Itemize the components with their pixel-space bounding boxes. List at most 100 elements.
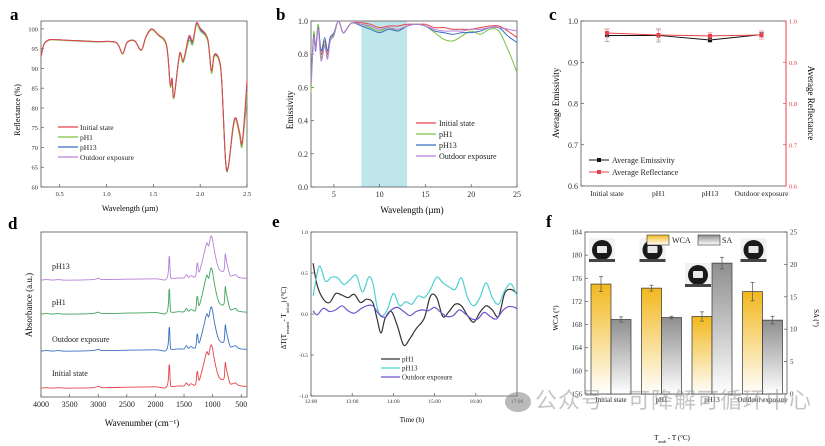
panel-d: d 4000 3500 3000 2500 2000 1500 1000 500 Initial… xyxy=(8,214,248,428)
x-axis-title-a: Wavelength (µm) xyxy=(102,204,159,213)
x-tick-label: 1500 xyxy=(176,400,192,409)
spectrum-label: pH13 xyxy=(52,262,70,271)
y-tick-label: 1.0 xyxy=(298,17,308,26)
y-tick-label: 1.0 xyxy=(568,17,578,26)
svg-text:ΔT(Ttreated- Tinitial) (°C): ΔT(Ttreated- Tinitial) (°C) xyxy=(280,286,290,349)
spectrum-label: Initial state xyxy=(52,369,88,378)
x-axis-title-b: Wavelength (µm) xyxy=(380,205,443,215)
series-line xyxy=(40,23,248,172)
plot-frame xyxy=(310,20,518,188)
x-tick-label: 5 xyxy=(332,190,336,199)
legend-label: Outdoor exposure xyxy=(402,374,452,382)
water-droplet-image xyxy=(685,263,711,287)
y-tick-label: 0.4 xyxy=(298,117,308,126)
series-line xyxy=(607,34,762,41)
x-tick-label: 14:00 xyxy=(387,399,400,405)
x-tick-label: 13:00 xyxy=(346,399,359,405)
data-marker xyxy=(759,33,764,38)
spectrum-label: Outdoor exposure xyxy=(52,335,110,344)
x-axis-title-e: Time (h) xyxy=(400,416,425,424)
atmospheric-window-band xyxy=(361,21,408,187)
panel-label-c: c xyxy=(549,5,557,24)
panel-c: c 0.6 0.6 0.7 0.7 0.8 0.8 0.9 0.9 1.0 1.0 Initial … xyxy=(549,5,816,198)
droplet-highlight xyxy=(647,246,658,253)
legend-label: Outdoor exposure xyxy=(439,152,497,161)
y-tick-label: 0.8 xyxy=(568,100,578,109)
y-axis-title-a: Reflectance (%) xyxy=(13,84,22,136)
x-axis-title-part: - T (°C) xyxy=(666,434,690,442)
bar-wca xyxy=(590,283,612,395)
y-tick-label: 100 xyxy=(28,26,38,33)
legend-label: pH1 xyxy=(439,130,453,139)
x-axis-title-f: Tamb - T (°C) xyxy=(654,434,690,444)
substrate xyxy=(685,284,711,287)
y-tick-label: 1.0 xyxy=(301,230,308,236)
spectrum-line xyxy=(40,267,248,315)
x-tick-label: 20 xyxy=(467,190,475,199)
panel-label-f: f xyxy=(546,212,552,231)
x-tick-label: 15 xyxy=(421,190,429,199)
x-category-label: Initial state xyxy=(595,396,626,404)
y-axis-title-e: ΔT(Ttreated- Tinitial) (°C) xyxy=(280,286,290,349)
y-tick-label: 60 xyxy=(32,185,39,192)
droplet-highlight xyxy=(597,246,607,253)
x-category-label: Outdoor exposure xyxy=(737,396,787,404)
y-tick-label: 70 xyxy=(32,145,39,152)
panel-label-b: b xyxy=(276,5,285,24)
legend-label: pH1 xyxy=(80,133,93,142)
series-line xyxy=(312,304,518,321)
x-tick-label: 16:00 xyxy=(470,399,483,405)
y-tick-label: 80 xyxy=(32,105,39,112)
y-tick-label: -1.0 xyxy=(299,394,308,400)
y-tick-label: 90 xyxy=(32,66,39,73)
y2-tick-label: 0.7 xyxy=(789,142,798,149)
substrate xyxy=(740,259,767,262)
x-tick-label: 0.5 xyxy=(56,191,64,198)
x-tick-label: 10 xyxy=(376,190,384,199)
legend-label: pH1 xyxy=(402,356,415,364)
x-axis-title-part: amb xyxy=(658,439,666,444)
substrate xyxy=(639,259,666,262)
x-tick-label: 1.0 xyxy=(102,191,110,198)
data-marker xyxy=(708,37,712,42)
legend-label: Average Reflectance xyxy=(612,168,679,177)
water-droplet-image xyxy=(589,238,615,262)
legend-marker xyxy=(597,170,601,174)
panel-b: b 0.0 0.2 0.4 0.6 0.8 1.0 5 10 15 20 25 Initial sta… xyxy=(276,5,521,215)
y-axis-title-part: treated xyxy=(285,321,290,334)
spectrum-line xyxy=(40,306,248,352)
y2-tick-label: 25 xyxy=(790,229,798,237)
spectrum-line xyxy=(40,344,248,389)
series-line xyxy=(40,23,248,173)
series-line xyxy=(606,32,762,37)
x-tick-label: 25 xyxy=(513,190,521,199)
y-tick-label: 180 xyxy=(572,252,583,260)
panel-label-a: a xyxy=(10,5,19,24)
data-marker xyxy=(656,33,661,38)
panel-e: e -1.0 -0.5 0.0 0.5 1.0 12:00 13:00 14:00 15:00 1… xyxy=(272,212,524,424)
x-category-label: pH1 xyxy=(655,396,668,404)
legend-label: Initial state xyxy=(439,119,475,128)
y-tick-label: 0.6 xyxy=(298,83,308,92)
x-tick-label: 4000 xyxy=(33,400,49,409)
y-tick-label: 0.7 xyxy=(568,141,578,150)
panel-label-d: d xyxy=(8,214,18,233)
y-axis-title-part: initial xyxy=(285,302,290,313)
x-category-label: Outdoor exposure xyxy=(735,189,790,198)
x-tick-label: 1000 xyxy=(205,400,221,409)
bar-wca xyxy=(641,287,662,395)
series-line xyxy=(310,20,518,83)
panel-a: a 60 65 70 75 80 85 90 95 100 0.5 1.0 1.5 2.0 2.5 Init… xyxy=(10,5,251,213)
y-axis-title-part: - T xyxy=(280,313,288,322)
plot-frame xyxy=(40,20,248,188)
bar-wca xyxy=(742,291,763,395)
y2-tick-label: 0.9 xyxy=(789,60,797,67)
series-line xyxy=(312,263,518,347)
droplet-highlight xyxy=(693,271,703,278)
panel-label-e: e xyxy=(272,212,280,231)
panel-f: f 156 160 164 168 172 176 180 184 0 5 10 15 20 25 Init… xyxy=(546,212,820,444)
y-tick-label: 0.0 xyxy=(298,183,308,192)
y-tick-label: 75 xyxy=(32,125,39,132)
x-tick-label: 2.0 xyxy=(196,191,204,198)
y2-tick-label: 20 xyxy=(790,261,798,269)
